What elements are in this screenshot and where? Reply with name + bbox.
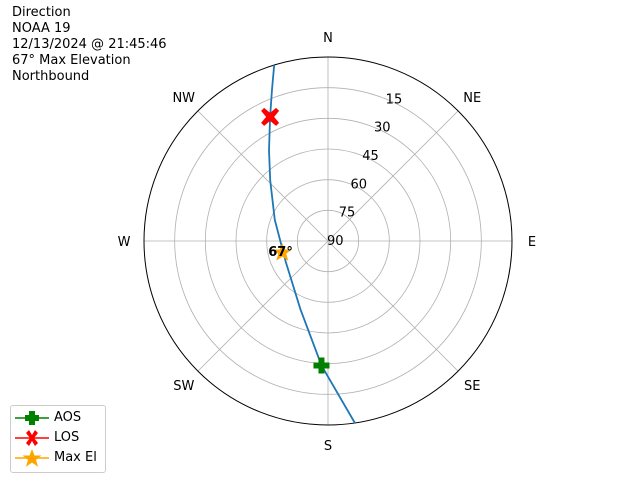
grid-spoke [327,240,459,372]
legend-item-max-el: Max El [11,448,105,468]
direction-label: NE [463,91,481,106]
direction-label: SE [464,379,480,394]
elevation-tick-label: 75 [339,206,356,221]
legend-label: Max El [54,450,97,465]
grid-spoke [197,240,329,372]
max-el-marker [272,242,292,261]
legend-item-los: LOS [11,428,105,448]
legend: AOS LOS Max El [10,405,106,473]
direction-label: S [324,439,332,454]
direction-label: SW [173,379,194,394]
los-marker [261,107,280,126]
legend-label: AOS [54,410,82,425]
title-line: NOAA 19 [12,21,71,36]
max-elevation-annotation: 67° [268,245,293,260]
elevation-tick-label: 30 [374,121,391,136]
title-line: Northbound [12,69,90,84]
direction-label: N [323,31,333,46]
chart-title: Direction NOAA 19 12/13/2024 @ 21:45:46 … [12,5,167,85]
grid-spoke [197,110,329,242]
title-line: 12/13/2024 @ 21:45:46 [12,37,167,52]
outer-ring [143,56,513,426]
title-line: Direction [12,5,71,20]
title-line: 67° Max Elevation [12,53,131,68]
elevation-tick-label: 90 [327,234,344,249]
legend-label: LOS [54,430,80,445]
elevation-tick-label: 15 [386,92,403,107]
legend-item-aos: AOS [11,408,105,428]
aos-marker [313,357,330,374]
direction-label: NW [172,91,195,106]
elevation-tick-label: 60 [350,177,367,192]
direction-label: E [528,235,536,250]
satellite-track [268,64,356,424]
elevation-tick-label: 45 [362,149,379,164]
direction-label: W [118,235,131,250]
grid-spoke [327,110,459,242]
